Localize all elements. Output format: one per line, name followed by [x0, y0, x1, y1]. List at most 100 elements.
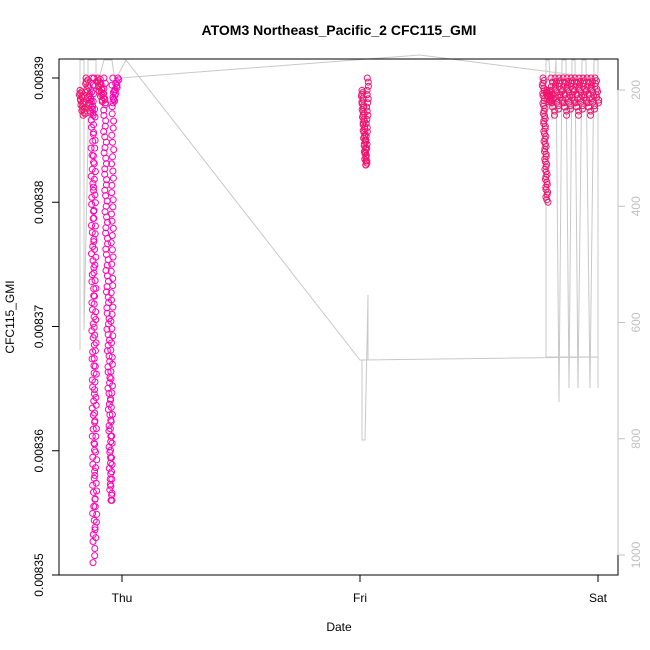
- data-point: [100, 128, 108, 135]
- data-point: [592, 91, 600, 99]
- data-point: [91, 503, 99, 511]
- data-point: [92, 284, 100, 292]
- data-point: [102, 117, 110, 125]
- data-point: [107, 403, 115, 411]
- data-point: [91, 277, 99, 285]
- data-point: [113, 78, 121, 86]
- data-point: [89, 152, 97, 160]
- data-point: [109, 282, 117, 290]
- data-point: [109, 253, 117, 261]
- data-point: [363, 140, 371, 148]
- data-point: [108, 360, 116, 368]
- data-point: [88, 271, 96, 279]
- data-point: [575, 74, 583, 82]
- data-point: [542, 150, 550, 158]
- data-point: [89, 559, 97, 567]
- data-point: [91, 440, 99, 448]
- data-point: [92, 308, 100, 316]
- data-point: [571, 82, 579, 90]
- data-point: [543, 178, 551, 186]
- y2-axis: 200 400 600 800 1000: [618, 80, 643, 568]
- data-point: [551, 74, 559, 82]
- data-point: [364, 82, 372, 90]
- data-point: [91, 136, 99, 144]
- data-point: [107, 239, 115, 247]
- data-point: [91, 467, 99, 475]
- data-point: [109, 275, 117, 282]
- data-point: [88, 222, 95, 229]
- data-point: [91, 495, 99, 503]
- secondary-series-line: [119, 54, 421, 79]
- data-point: [89, 425, 97, 433]
- data-point: [587, 81, 595, 89]
- data-point: [91, 199, 99, 207]
- data-point: [101, 165, 109, 173]
- data-point: [114, 74, 122, 82]
- data-point: [90, 175, 98, 183]
- data-point: [108, 325, 116, 333]
- data-point: [107, 418, 115, 426]
- data-point: [551, 107, 559, 115]
- data-point: [110, 117, 118, 125]
- data-point: [91, 222, 99, 230]
- data-point: [541, 145, 549, 153]
- data-point: [575, 81, 583, 89]
- data-point: [108, 489, 116, 497]
- data-point: [92, 432, 100, 440]
- data-point: [108, 411, 116, 418]
- data-point: [108, 296, 115, 304]
- y-tick-label: 0.00835: [32, 553, 46, 597]
- data-point: [109, 153, 116, 161]
- data-point: [107, 368, 115, 376]
- data-point: [107, 482, 115, 490]
- data-point: [91, 386, 98, 394]
- y-tick-label: 0.00839: [32, 56, 46, 100]
- data-point: [363, 128, 371, 136]
- data-point: [91, 417, 99, 425]
- data-point: [109, 124, 117, 132]
- points-layer: [75, 74, 603, 567]
- data-point: [90, 323, 98, 331]
- data-point: [109, 138, 116, 146]
- data-point: [575, 107, 583, 115]
- data-point: [108, 260, 116, 268]
- data-point: [91, 144, 99, 152]
- data-point: [84, 94, 92, 102]
- data-point: [548, 99, 556, 107]
- data-point: [547, 82, 555, 90]
- x-axis: Thu Fri Sat: [112, 575, 608, 605]
- data-point: [90, 300, 98, 308]
- data-point: [101, 186, 109, 194]
- data-point: [563, 107, 571, 115]
- data-point: [364, 95, 372, 103]
- data-point: [90, 186, 97, 194]
- data-point: [92, 401, 100, 409]
- data-point: [91, 331, 99, 339]
- data-point: [363, 74, 371, 82]
- data-point: [108, 181, 116, 189]
- data-point: [93, 456, 101, 464]
- data-point: [92, 339, 100, 347]
- data-point: [109, 224, 117, 232]
- data-point: [91, 230, 99, 238]
- data-point: [563, 74, 571, 82]
- data-point: [588, 95, 596, 103]
- data-point: [108, 389, 116, 397]
- data-point: [108, 439, 116, 447]
- data-point: [87, 144, 95, 152]
- data-point: [90, 516, 98, 524]
- data-point: [108, 160, 116, 168]
- data-point: [107, 289, 115, 297]
- data-point: [575, 111, 582, 119]
- data-point: [587, 111, 594, 119]
- data-point: [100, 106, 108, 114]
- data-point: [542, 173, 550, 181]
- y2-tick-label: 200: [629, 80, 643, 100]
- data-point: [363, 124, 371, 132]
- data-point: [108, 382, 116, 390]
- data-point: [91, 545, 99, 552]
- data-point: [363, 107, 371, 115]
- data-point: [90, 121, 97, 129]
- chart-title: ATOM3 Northeast_Pacific_2 CFC115_GMI: [202, 22, 477, 38]
- data-point: [364, 99, 372, 107]
